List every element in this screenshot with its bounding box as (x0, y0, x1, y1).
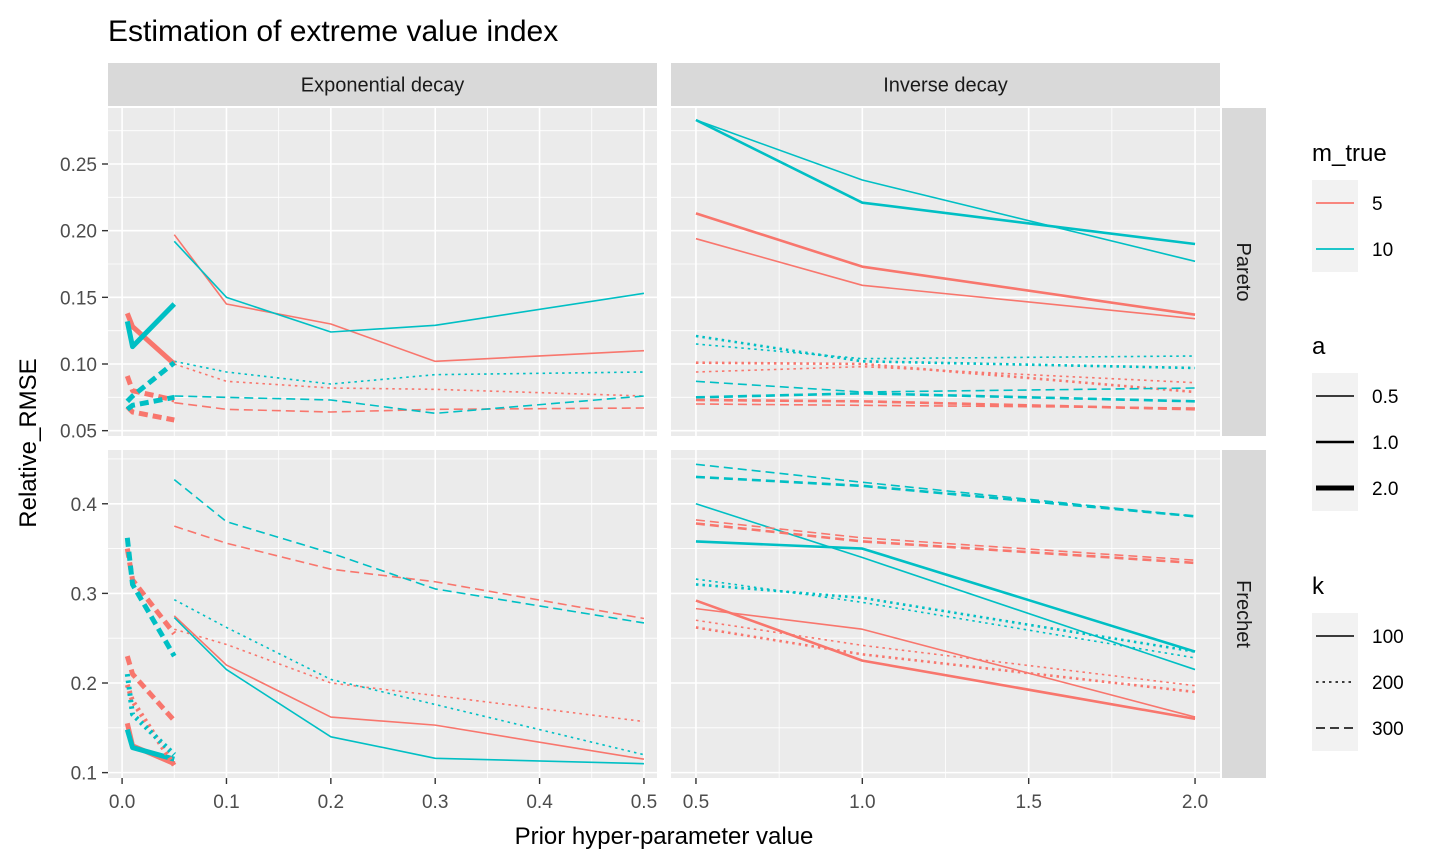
x-tick-label: 0.5 (683, 792, 709, 813)
series-line-m5-a0.5-k300 (174, 525, 645, 620)
panel-0-1 (671, 108, 1220, 436)
series-line-m10-a1-k100 (695, 540, 1196, 653)
series-line-m10-a2-k300 (125, 394, 175, 412)
series-line-m5-a0.5-k200 (174, 363, 644, 397)
x-tick-label: 0.2 (318, 792, 344, 813)
row-strip (1222, 108, 1266, 436)
series-line-m10-a1-k100 (695, 118, 1196, 246)
series-line-m5-a2-k300 (124, 655, 177, 723)
y-tick-label: 0.25 (60, 155, 97, 176)
row-strip-label: Frechet (1232, 580, 1254, 648)
legend-title-a: a (1312, 333, 1326, 360)
column-strip (108, 63, 657, 106)
series-line-m5-a0.5-k100 (173, 615, 645, 760)
series-group (695, 118, 1196, 411)
series-line-m10-a2-k300 (125, 360, 176, 404)
series-line-m10-a1-k200 (695, 583, 1196, 653)
y-tick-label: 0.1 (71, 764, 97, 785)
series-line-m5-a1-k100 (695, 212, 1196, 316)
series-line-m5-a1-k200 (695, 626, 1196, 694)
chart-title: Estimation of extreme value index (108, 15, 558, 48)
x-tick-label: 1.0 (849, 792, 875, 813)
series-line-m10-a2-k100 (124, 302, 177, 350)
panel-background (108, 450, 657, 778)
legend-label: 2.0 (1372, 479, 1398, 500)
x-tick-label: 0.1 (213, 792, 239, 813)
series-group (124, 234, 645, 423)
series-line-m5-a1-k100 (695, 599, 1196, 721)
series-line-m5-a0.5-k100 (695, 607, 1196, 718)
y-tick-label: 0.20 (60, 222, 97, 243)
x-axis-title: Prior hyper-parameter value (515, 823, 814, 850)
legend-label: 0.5 (1372, 387, 1398, 408)
panel-1-1 (671, 450, 1220, 778)
facet-strips: Exponential decay Inverse decay Pareto Frec… (108, 63, 1266, 778)
series-line-m5-a0.5-k200 (695, 619, 1196, 687)
facet-panels (108, 108, 1220, 778)
series-line-m10-a2-k300 (124, 537, 177, 658)
panel-1-0 (108, 450, 657, 778)
legend-label: 5 (1372, 194, 1383, 215)
series-line-m5-a0.5-k300 (174, 401, 644, 413)
series-line-m10-a0.5-k200 (174, 360, 644, 385)
column-strip-label: Inverse decay (883, 75, 1008, 97)
y-tick-label: 0.15 (60, 288, 97, 309)
x-tick-label: 0.0 (109, 792, 135, 813)
panel-background (108, 108, 657, 436)
legend-label: 200 (1372, 673, 1404, 694)
series-line-m10-a2-k200 (124, 673, 177, 757)
series-line-m10-a2-k100 (124, 728, 175, 762)
legend-label: 300 (1372, 719, 1404, 740)
series-line-m5-a2-k100 (124, 312, 176, 366)
series-line-m10-a0.5-k100 (173, 617, 644, 765)
column-strip (671, 63, 1220, 106)
legend-label: 10 (1372, 240, 1393, 261)
series-line-m10-a0.5-k300 (174, 395, 645, 415)
series-line-m10-a0.5-k100 (695, 119, 1196, 263)
series-group (695, 463, 1196, 721)
series-line-m5-a0.5-k100 (695, 237, 1196, 320)
x-tick-label: 1.5 (1015, 792, 1041, 813)
legend-title-k: k (1312, 573, 1325, 600)
x-tick-label: 0.5 (631, 792, 657, 813)
series-line-m10-a0.5-k100 (173, 240, 645, 333)
series-line-m10-a1-k200 (695, 334, 1196, 370)
series-line-m10-a0.5-k200 (173, 598, 645, 756)
legend-label: 1.0 (1372, 433, 1398, 454)
x-tick-label: 0.4 (526, 792, 553, 813)
y-tick-label: 0.05 (60, 422, 97, 443)
series-line-m5-a2-k300 (124, 375, 175, 403)
series-group (124, 478, 645, 767)
y-tick-label: 0.4 (71, 495, 98, 516)
series-line-m10-a0.5-k300 (173, 478, 645, 624)
legend-key-bg (1312, 659, 1358, 705)
series-line-m5-a0.5-k100 (173, 234, 644, 363)
y-tick-label: 0.10 (60, 355, 97, 376)
legend-label: 100 (1372, 627, 1404, 648)
legend-title-m-true: m_true (1312, 140, 1387, 167)
column-strip-label: Exponential decay (301, 75, 464, 97)
series-line-m10-a0.5-k100 (695, 503, 1196, 671)
x-tick-label: 0.3 (422, 792, 448, 813)
panel-0-0 (108, 108, 657, 436)
y-tick-label: 0.2 (71, 674, 97, 695)
y-tick-label: 0.3 (71, 584, 97, 605)
row-strip (1222, 450, 1266, 778)
y-axis-title: Relative_RMSE (15, 358, 42, 527)
legend: m_true 5 10 a 0.5 1.0 2.0 k 100 200 300 (1312, 140, 1404, 751)
axes: 0.05 0.10 0.15 0.20 0.25 0.1 0.2 0.3 0.4 0.0 0.1 0.… (60, 155, 1208, 813)
row-strip-label: Pareto (1232, 243, 1254, 302)
x-tick-label: 2.0 (1182, 792, 1208, 813)
